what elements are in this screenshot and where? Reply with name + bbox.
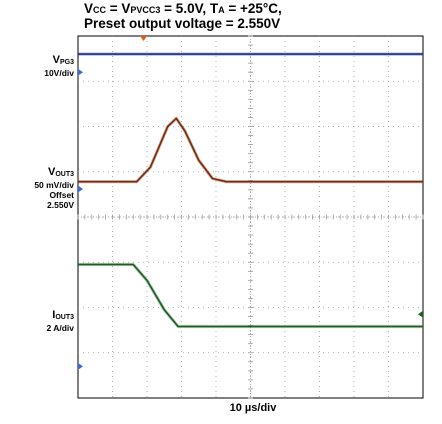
trigger-level-marker — [418, 310, 423, 318]
channel-offset-label: Offset — [49, 190, 74, 200]
trigger-position-marker — [140, 36, 148, 41]
channel-marker-vout3 — [78, 185, 83, 193]
trace-vout3 — [78, 117, 423, 183]
channel-scale-iout3: 2 A/div — [46, 323, 74, 333]
trace-iout3 — [78, 263, 423, 328]
chart-title-line1: VCC = VPVCC3 = 5.0V, TA = +25°C, — [84, 1, 282, 16]
channel-scale-vout3: 50 mV/div — [34, 180, 74, 190]
channel-label-vpg3: VPG3 10V/div — [44, 54, 74, 78]
channel-offset-value: 2.550V — [47, 200, 74, 210]
channel-scale-vpg3: 10V/div — [44, 68, 74, 78]
chart-title-line2: Preset output voltage = 2.550V — [84, 16, 281, 31]
timebase-label: 10 µs/div — [229, 402, 277, 414]
channel-label-iout3: IOUT3 2 A/div — [46, 309, 74, 333]
channel-label-vout3: VOUT3 50 mV/div Offset 2.550V — [34, 166, 74, 210]
channel-marker-vpg3 — [78, 68, 83, 76]
channel-marker-iout3 — [78, 362, 83, 370]
